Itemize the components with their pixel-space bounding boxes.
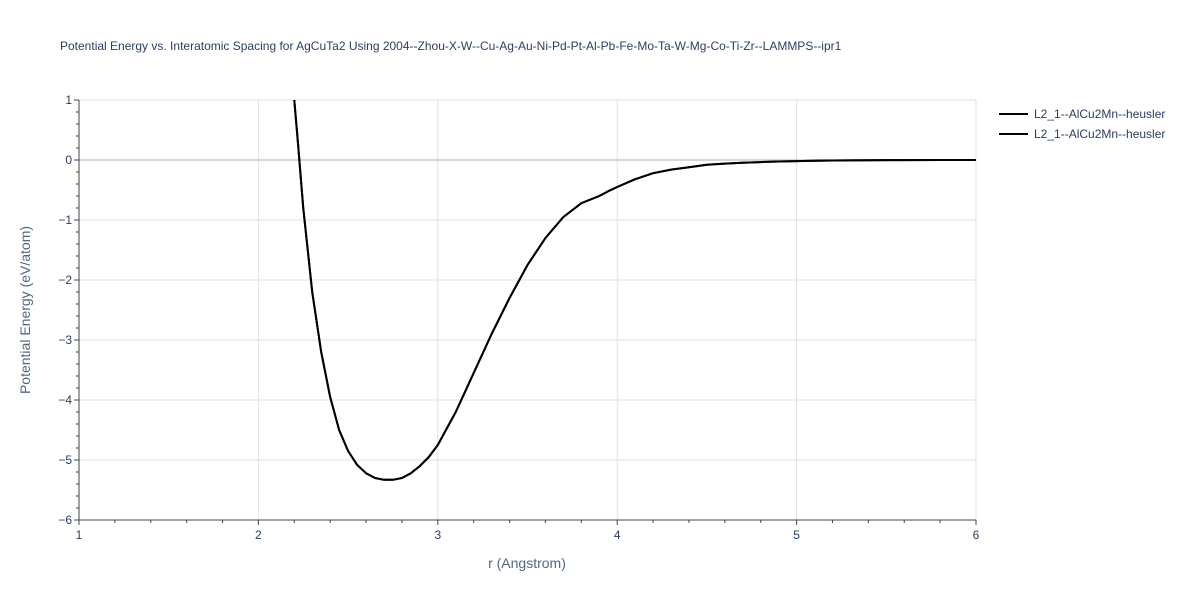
legend-item[interactable]: L2_1--AlCu2Mn--heusler (999, 107, 1165, 121)
x-tick-label: 2 (255, 528, 262, 542)
legend[interactable]: L2_1--AlCu2Mn--heusler L2_1--AlCu2Mn--heu… (999, 107, 1165, 141)
y-tick-label: 0 (65, 153, 72, 167)
x-tick-label: 4 (614, 528, 621, 542)
x-tick-label: 6 (973, 528, 980, 542)
y-tick-label: 1 (65, 93, 72, 107)
legend-item[interactable]: L2_1--AlCu2Mn--heusler (999, 127, 1165, 141)
y-tick-label: −5 (58, 453, 72, 467)
chart-title: Potential Energy vs. Interatomic Spacing… (60, 39, 842, 53)
y-tick-label: −6 (58, 513, 72, 527)
x-tick-label: 3 (434, 528, 441, 542)
series-line (293, 100, 976, 481)
y-axis-ticks: 1 0 −1 −2 −3 −4 −5 −6 (58, 93, 79, 527)
grid (79, 99, 977, 520)
x-axis-label: r (Angstrom) (488, 555, 566, 571)
legend-label: L2_1--AlCu2Mn--heusler (1034, 127, 1165, 141)
y-axis-label: Potential Energy (eV/atom) (17, 226, 33, 394)
x-tick-label: 1 (76, 528, 83, 542)
legend-label: L2_1--AlCu2Mn--heusler (1034, 107, 1165, 121)
series-lines (293, 100, 976, 481)
y-tick-label: −2 (58, 273, 72, 287)
y-tick-label: −4 (58, 393, 72, 407)
y-tick-label: −1 (58, 213, 72, 227)
series-line (293, 100, 976, 481)
x-axis-ticks: 1 2 3 4 5 6 (76, 520, 980, 542)
x-tick-label: 5 (793, 528, 800, 542)
y-tick-label: −3 (58, 333, 72, 347)
